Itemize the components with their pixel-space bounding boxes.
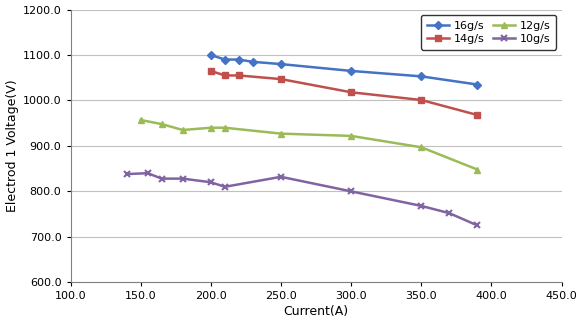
12g/s bbox=[474, 168, 481, 171]
16g/s bbox=[474, 83, 481, 87]
Y-axis label: Electrod 1 Voltage(V): Electrod 1 Voltage(V) bbox=[6, 80, 19, 212]
16g/s bbox=[250, 60, 257, 64]
16g/s bbox=[347, 69, 354, 73]
12g/s bbox=[418, 145, 425, 149]
12g/s bbox=[278, 132, 285, 135]
10g/s bbox=[278, 175, 285, 179]
12g/s bbox=[179, 128, 186, 132]
16g/s bbox=[278, 62, 285, 66]
Line: 16g/s: 16g/s bbox=[208, 52, 480, 87]
16g/s bbox=[236, 58, 243, 62]
10g/s bbox=[222, 185, 229, 189]
10g/s bbox=[208, 180, 215, 184]
10g/s bbox=[158, 177, 165, 180]
14g/s bbox=[208, 69, 215, 73]
14g/s bbox=[278, 77, 285, 81]
10g/s bbox=[144, 171, 151, 175]
Line: 14g/s: 14g/s bbox=[208, 68, 480, 118]
12g/s bbox=[208, 126, 215, 130]
10g/s bbox=[347, 190, 354, 193]
Line: 10g/s: 10g/s bbox=[123, 170, 481, 229]
10g/s bbox=[418, 204, 425, 208]
14g/s bbox=[418, 98, 425, 102]
X-axis label: Current(A): Current(A) bbox=[283, 306, 349, 318]
14g/s bbox=[474, 113, 481, 117]
14g/s bbox=[347, 90, 354, 94]
16g/s bbox=[208, 53, 215, 57]
14g/s bbox=[222, 74, 229, 77]
Line: 12g/s: 12g/s bbox=[138, 117, 480, 172]
12g/s bbox=[222, 126, 229, 130]
12g/s bbox=[347, 134, 354, 138]
10g/s bbox=[474, 224, 481, 227]
16g/s bbox=[418, 75, 425, 78]
10g/s bbox=[446, 211, 453, 215]
12g/s bbox=[137, 118, 144, 122]
10g/s bbox=[123, 172, 130, 176]
10g/s bbox=[179, 177, 186, 180]
12g/s bbox=[158, 122, 165, 126]
16g/s bbox=[222, 58, 229, 62]
Legend: 16g/s, 14g/s, 12g/s, 10g/s: 16g/s, 14g/s, 12g/s, 10g/s bbox=[421, 15, 556, 50]
14g/s bbox=[236, 74, 243, 77]
